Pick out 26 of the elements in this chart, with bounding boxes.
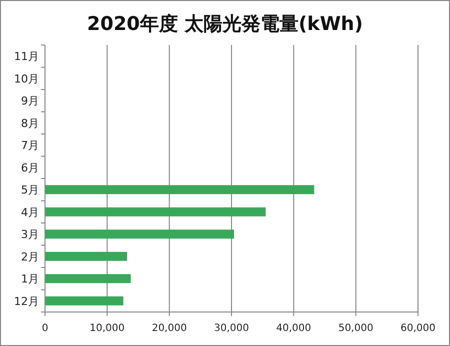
x-tick-label: 60,000: [400, 323, 436, 334]
bar: [45, 185, 314, 194]
x-tick-label: 0: [42, 323, 48, 334]
y-tick-label: 8月: [21, 116, 39, 130]
y-tick-label: 3月: [21, 228, 39, 242]
y-tick-label: 5月: [21, 184, 39, 197]
x-tick-label: 50,000: [338, 323, 374, 334]
x-tick-label: 10,000: [90, 323, 125, 334]
bar: [45, 207, 266, 216]
bar: [45, 252, 128, 261]
y-tick-label: 4月: [21, 206, 39, 219]
bar: [45, 230, 234, 239]
y-tick-label: 9月: [21, 94, 39, 108]
y-tick-label: 1月: [21, 272, 39, 286]
y-tick-label: 7月: [21, 139, 39, 152]
x-tick-label: 20,000: [152, 323, 187, 334]
chart-title: 2020年度 太陽光発電量(kWh): [87, 13, 363, 35]
bar: [45, 274, 131, 284]
y-tick-label: 2月: [21, 250, 39, 264]
x-tick-label: 40,000: [276, 323, 312, 334]
y-tick-label: 6月: [21, 161, 39, 174]
y-tick-label: 11月: [14, 50, 39, 64]
y-tick-label: 10月: [14, 72, 39, 86]
bar: [45, 296, 124, 306]
y-tick-label: 12月: [14, 294, 39, 308]
x-tick-label: 30,000: [214, 323, 249, 334]
